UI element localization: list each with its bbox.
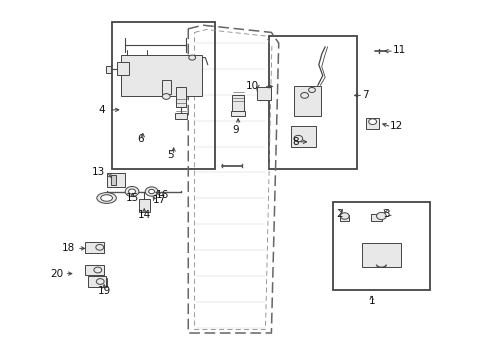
Bar — [139, 199, 149, 212]
Circle shape — [308, 87, 315, 93]
Bar — [340, 215, 348, 221]
Circle shape — [376, 212, 386, 220]
Bar — [106, 173, 125, 187]
Circle shape — [148, 189, 154, 194]
Bar — [117, 62, 129, 75]
Bar — [84, 242, 104, 253]
Text: 13: 13 — [91, 167, 104, 177]
Bar — [110, 175, 116, 185]
Bar — [175, 113, 186, 119]
Text: 20: 20 — [50, 269, 63, 279]
Bar — [85, 265, 103, 275]
Text: 5: 5 — [166, 150, 173, 160]
Text: 2: 2 — [336, 209, 343, 219]
Circle shape — [145, 187, 158, 196]
Text: 4: 4 — [98, 105, 105, 115]
Ellipse shape — [101, 195, 112, 201]
Text: 19: 19 — [97, 285, 111, 296]
Bar — [105, 66, 111, 73]
Text: 16: 16 — [156, 190, 169, 200]
Text: 18: 18 — [61, 243, 75, 253]
Text: 7: 7 — [361, 90, 368, 100]
Bar — [268, 36, 356, 169]
Text: 9: 9 — [232, 125, 239, 135]
Text: 11: 11 — [392, 45, 405, 55]
Bar — [231, 111, 244, 116]
Bar — [332, 202, 429, 290]
Circle shape — [94, 267, 102, 273]
Bar — [365, 118, 379, 129]
Text: 14: 14 — [137, 210, 151, 220]
Ellipse shape — [97, 193, 116, 203]
Bar — [361, 243, 400, 266]
Bar — [370, 214, 381, 221]
Circle shape — [128, 189, 135, 194]
Bar — [293, 86, 320, 116]
Bar — [112, 22, 215, 169]
Bar — [175, 87, 186, 107]
Bar — [291, 126, 315, 147]
Bar — [121, 55, 201, 96]
Text: 15: 15 — [125, 193, 139, 203]
Circle shape — [300, 93, 308, 98]
Text: 12: 12 — [389, 121, 403, 131]
Bar — [87, 276, 106, 287]
Circle shape — [368, 119, 376, 125]
Text: 1: 1 — [367, 296, 374, 306]
Bar — [256, 87, 271, 100]
Circle shape — [293, 135, 302, 142]
Text: 8: 8 — [292, 137, 299, 147]
Circle shape — [125, 186, 139, 197]
Text: 6: 6 — [137, 134, 143, 144]
Bar — [231, 95, 244, 111]
Text: 17: 17 — [153, 195, 166, 205]
Circle shape — [96, 279, 104, 284]
Bar — [162, 80, 170, 94]
Text: 10: 10 — [245, 81, 258, 91]
Circle shape — [96, 244, 103, 250]
Text: 3: 3 — [382, 209, 389, 219]
Circle shape — [188, 55, 195, 60]
Circle shape — [340, 213, 348, 219]
Circle shape — [162, 94, 170, 99]
